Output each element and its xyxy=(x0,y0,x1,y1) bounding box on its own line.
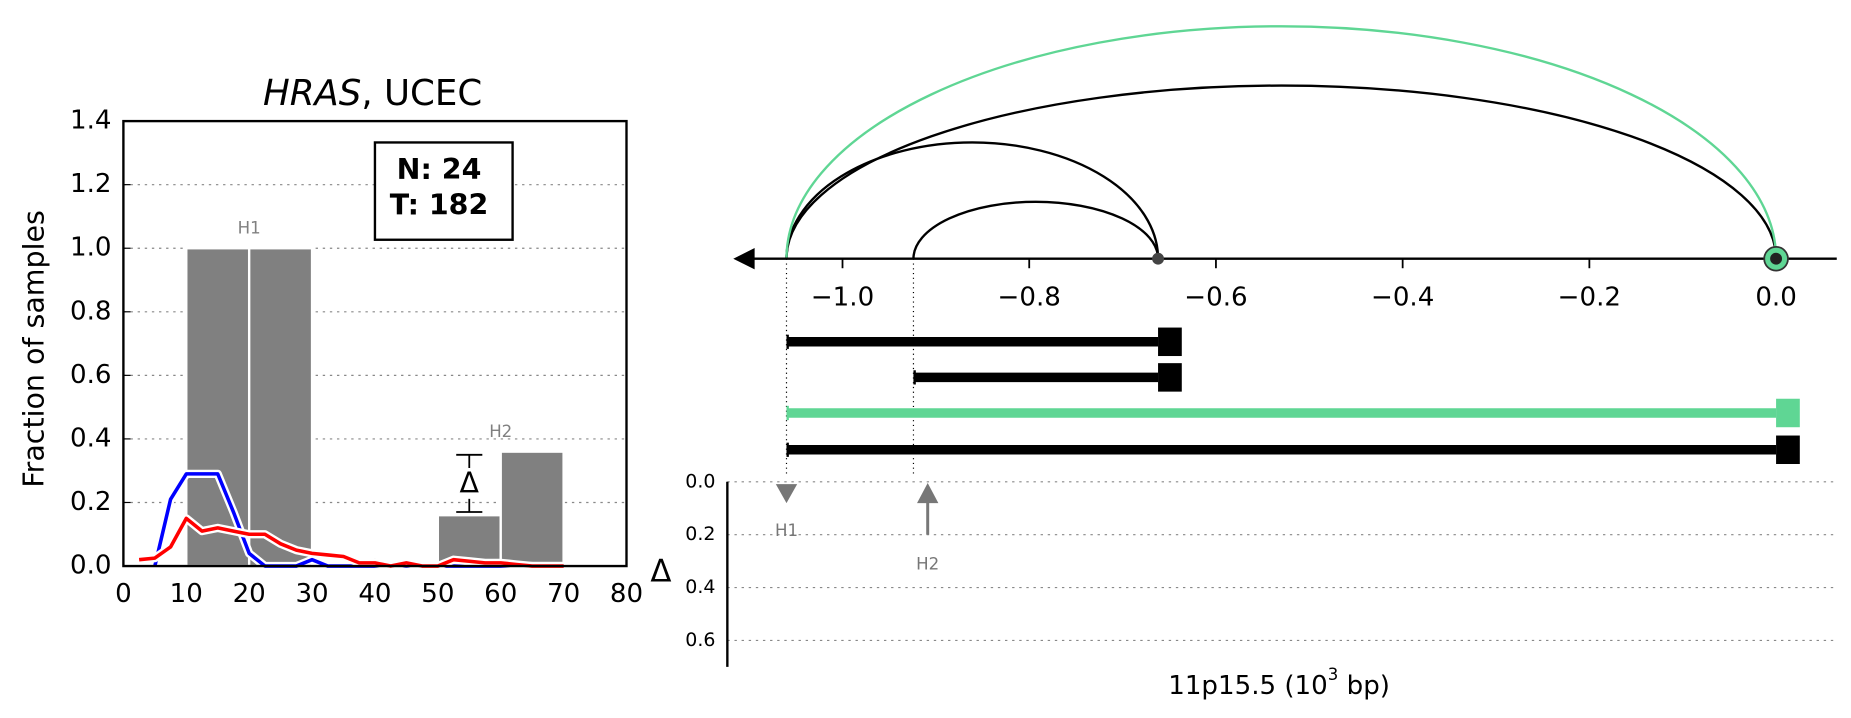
plot-frame xyxy=(122,119,628,568)
delta-axis-label: Δ xyxy=(650,554,671,590)
chart-title: HRAS, UCEC xyxy=(263,73,482,114)
y-axis-label: Fraction of samples xyxy=(18,210,51,488)
segment-end xyxy=(1158,327,1182,357)
y-tick-label: 0.4 xyxy=(70,423,112,453)
x-tick-label: 0.0 xyxy=(1755,282,1797,312)
bar-annotation: H1 xyxy=(238,219,261,238)
arc xyxy=(785,84,1778,259)
y-tick-label: 1.2 xyxy=(70,169,112,199)
bar-annotation: H2 xyxy=(489,422,512,441)
bar xyxy=(499,450,565,568)
x-tick-label: −1.0 xyxy=(811,282,874,312)
delta-symbol: Δ xyxy=(460,467,480,500)
marker-label: H1 xyxy=(775,521,798,540)
segment-end xyxy=(1158,363,1182,392)
delta-tick-label: 0.0 xyxy=(685,470,715,492)
marker-down xyxy=(775,484,798,504)
x-tick-label: −0.2 xyxy=(1558,282,1621,312)
line xyxy=(138,516,564,568)
y-tick-label: 0.0 xyxy=(70,551,112,581)
segment-end xyxy=(1776,398,1800,428)
segment-end xyxy=(1776,435,1800,465)
y-tick-label: 0.2 xyxy=(70,487,112,517)
delta-tick-label: 0.4 xyxy=(685,576,715,598)
x-label-exp: 3 xyxy=(1328,665,1339,684)
title-gene: HRAS xyxy=(263,73,361,114)
endpoint xyxy=(1152,252,1164,265)
x-tick-label: 40 xyxy=(358,579,391,609)
endpoint xyxy=(1770,252,1783,265)
x-tick-label: 70 xyxy=(547,579,580,609)
x-tick-label: −0.6 xyxy=(1184,282,1247,312)
title-rest: , UCEC xyxy=(361,73,482,114)
x-tick-label: 20 xyxy=(233,579,266,609)
marker-label: H2 xyxy=(916,554,939,573)
x-axis-label: 11p15.5 (103 bp) xyxy=(1168,665,1390,701)
x-tick-label: 60 xyxy=(484,579,517,609)
legend-box xyxy=(373,141,514,241)
arc xyxy=(785,141,1160,259)
x-tick-label: 80 xyxy=(610,579,643,609)
y-tick-label: 0.8 xyxy=(70,296,112,326)
y-tick-label: 1.4 xyxy=(70,106,112,136)
x-label-end: bp) xyxy=(1338,670,1390,700)
bar xyxy=(247,247,314,568)
legend-text: N: 24 xyxy=(397,153,482,186)
x-tick-label: −0.4 xyxy=(1371,282,1434,312)
arc xyxy=(785,24,1778,259)
arc xyxy=(912,200,1160,259)
marker-up xyxy=(917,482,939,504)
x-tick-label: 30 xyxy=(295,579,328,609)
y-tick-label: 0.6 xyxy=(70,360,112,390)
delta-bg xyxy=(455,467,484,499)
x-label-main: 11p15.5 (10 xyxy=(1168,670,1328,700)
x-tick-label: 10 xyxy=(170,579,203,609)
x-tick-label: 50 xyxy=(421,579,454,609)
axis-arrow xyxy=(733,248,755,270)
delta-tick-label: 0.6 xyxy=(685,629,715,651)
legend-text: T: 182 xyxy=(390,189,489,222)
delta-tick-label: 0.2 xyxy=(685,523,715,545)
x-tick-label: 0 xyxy=(115,579,132,609)
x-tick-label: −0.8 xyxy=(998,282,1061,312)
y-tick-label: 1.0 xyxy=(70,233,112,263)
